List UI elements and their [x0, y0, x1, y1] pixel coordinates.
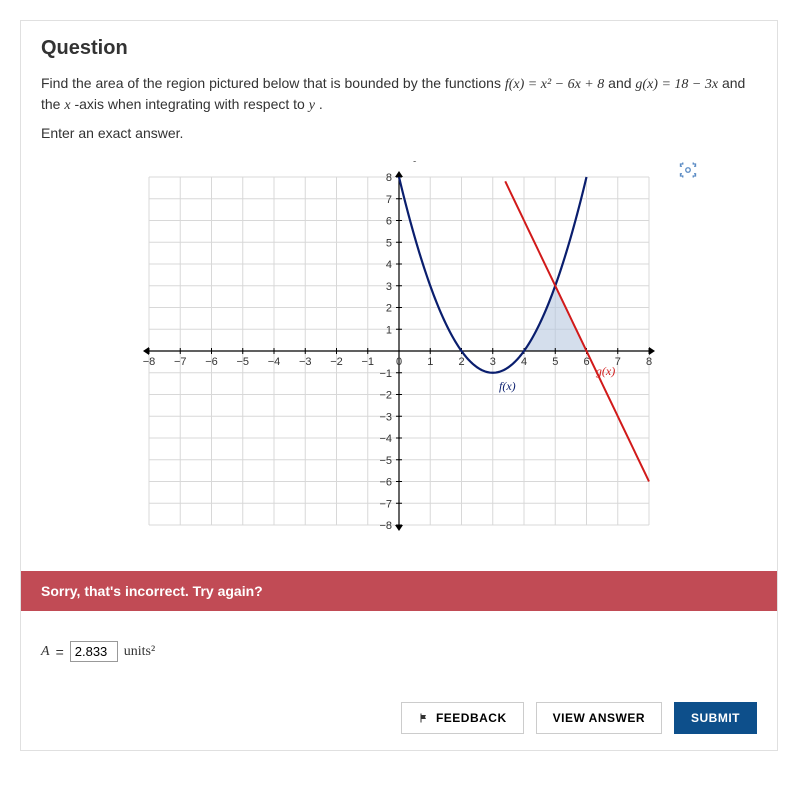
equals-sign: =	[56, 644, 64, 660]
svg-text:−8: −8	[379, 520, 392, 532]
feedback-button-label: FEEDBACK	[436, 711, 507, 725]
svg-text:7: 7	[615, 356, 621, 368]
svg-text:1: 1	[386, 324, 392, 336]
svg-text:0: 0	[396, 356, 402, 368]
svg-text:4: 4	[386, 259, 392, 271]
screenshot-icon[interactable]	[679, 161, 697, 179]
svg-text:−3: −3	[379, 411, 392, 423]
svg-text:−3: −3	[299, 356, 312, 368]
prompt-text-4: -axis when integrating with respect to	[74, 96, 308, 112]
view-answer-button[interactable]: VIEW ANSWER	[536, 702, 662, 734]
svg-text:f(x): f(x)	[499, 379, 516, 393]
svg-text:−7: −7	[174, 356, 187, 368]
feedback-button[interactable]: FEEDBACK	[401, 702, 524, 734]
graph-plot: −8 −7 −6 −5 −4 −3 −2 −1 0 1 2 3 4 5 6 7 8 −8 −7 −6 −5 −4 −3 −2 −…	[129, 161, 669, 541]
svg-text:−6: −6	[379, 477, 392, 489]
instruction-text: Enter an exact answer.	[41, 125, 757, 141]
svg-text:−1: −1	[379, 368, 392, 380]
g-expression: g(x) = 18 − 3x	[635, 77, 718, 92]
question-prompt: Find the area of the region pictured bel…	[41, 74, 757, 115]
answer-input[interactable]	[70, 641, 118, 662]
svg-text:7: 7	[386, 194, 392, 206]
x-var: x	[64, 98, 70, 113]
svg-text:−8: −8	[143, 356, 156, 368]
prompt-text-5: .	[319, 96, 323, 112]
units-label: units²	[124, 644, 155, 660]
answer-variable: A	[41, 644, 50, 660]
feedback-banner: Sorry, that's incorrect. Try again?	[21, 571, 777, 611]
svg-text:8: 8	[646, 356, 652, 368]
svg-text:−5: −5	[236, 356, 249, 368]
svg-text:−1: −1	[361, 356, 374, 368]
svg-text:1: 1	[427, 356, 433, 368]
prompt-text-1: Find the area of the region pictured bel…	[41, 75, 505, 91]
svg-text:3: 3	[386, 281, 392, 293]
svg-text:−4: −4	[379, 433, 392, 445]
svg-text:4: 4	[521, 356, 527, 368]
prompt-text-2: and	[608, 75, 635, 91]
svg-text:−2: −2	[330, 356, 343, 368]
svg-text:5: 5	[552, 356, 558, 368]
svg-text:6: 6	[386, 216, 392, 228]
answer-row: A = units²	[21, 611, 777, 702]
svg-text:−4: −4	[268, 356, 281, 368]
svg-text:3: 3	[490, 356, 496, 368]
svg-text:−7: −7	[379, 498, 392, 510]
svg-text:−5: −5	[379, 455, 392, 467]
svg-text:5: 5	[386, 237, 392, 249]
svg-text:g(x): g(x)	[596, 364, 615, 378]
svg-text:−2: −2	[379, 390, 392, 402]
flag-icon	[418, 712, 430, 724]
submit-button[interactable]: SUBMIT	[674, 702, 757, 734]
question-heading: Question	[41, 37, 757, 60]
svg-text:8: 8	[386, 172, 392, 184]
y-var: y	[309, 98, 315, 113]
svg-text:−6: −6	[205, 356, 218, 368]
f-expression: f(x) = x² − 6x + 8	[505, 77, 604, 92]
svg-text:2: 2	[458, 356, 464, 368]
svg-text:6: 6	[583, 356, 589, 368]
svg-text:2: 2	[386, 303, 392, 315]
svg-text:y: y	[413, 161, 421, 163]
